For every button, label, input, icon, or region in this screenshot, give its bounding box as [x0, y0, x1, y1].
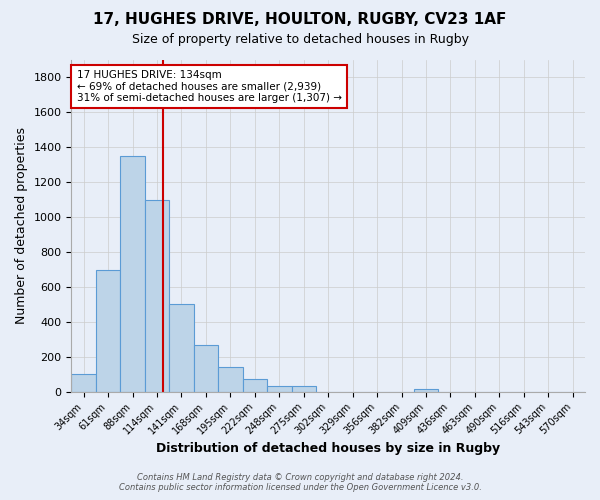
Text: Contains HM Land Registry data © Crown copyright and database right 2024.
Contai: Contains HM Land Registry data © Crown c… — [119, 473, 481, 492]
Bar — [121, 156, 145, 392]
Bar — [292, 386, 316, 392]
Bar — [96, 270, 121, 392]
Text: 17 HUGHES DRIVE: 134sqm
← 69% of detached houses are smaller (2,939)
31% of semi: 17 HUGHES DRIVE: 134sqm ← 69% of detache… — [77, 70, 341, 103]
X-axis label: Distribution of detached houses by size in Rugby: Distribution of detached houses by size … — [156, 442, 500, 455]
Bar — [169, 304, 194, 392]
Y-axis label: Number of detached properties: Number of detached properties — [15, 128, 28, 324]
Bar — [145, 200, 169, 392]
Bar — [267, 386, 292, 392]
Bar — [218, 368, 242, 392]
Bar — [71, 374, 96, 392]
Bar — [242, 380, 267, 392]
Bar — [194, 344, 218, 392]
Text: 17, HUGHES DRIVE, HOULTON, RUGBY, CV23 1AF: 17, HUGHES DRIVE, HOULTON, RUGBY, CV23 1… — [94, 12, 506, 28]
Text: Size of property relative to detached houses in Rugby: Size of property relative to detached ho… — [131, 32, 469, 46]
Bar — [414, 389, 438, 392]
